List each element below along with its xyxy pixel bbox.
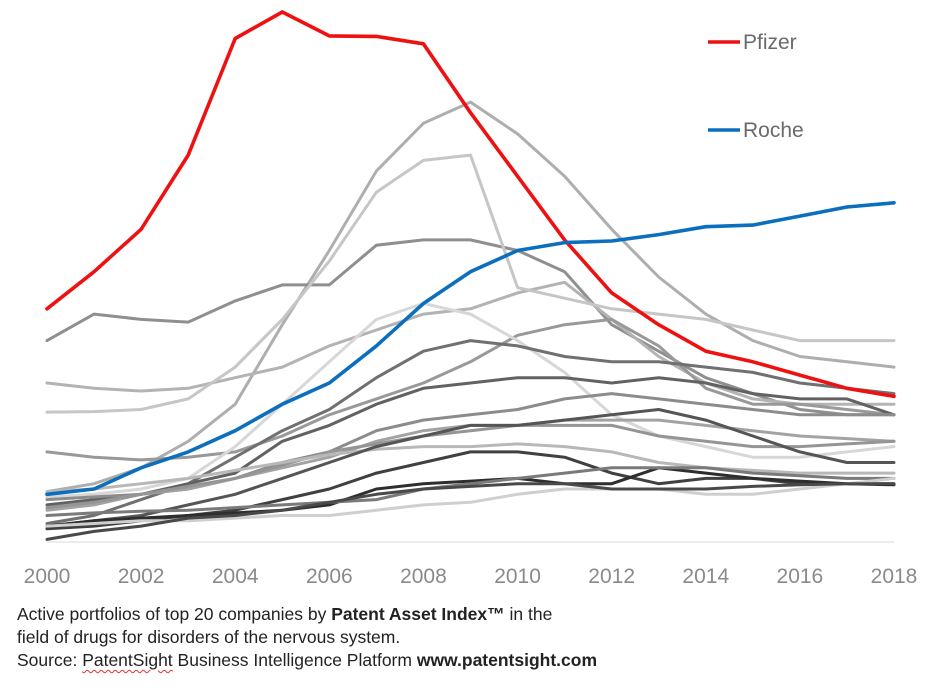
chart-caption: Active portfolios of top 20 companies by… [17, 603, 597, 672]
caption-line-1: Active portfolios of top 20 companies by… [17, 603, 597, 626]
caption-line-3: Source: PatentSight Business Intelligenc… [17, 649, 597, 672]
legend: Pfizer Roche [708, 31, 804, 142]
caption-line1-bold: Patent Asset Index™ [331, 604, 505, 624]
series-line-company-19 [45, 476, 896, 528]
caption-brand: PatentSight [82, 650, 173, 670]
series-line-company-17 [45, 466, 896, 528]
caption-source-label: Source: [17, 650, 83, 670]
series-line-company-12 [45, 418, 896, 512]
x-tick-label: 2014 [682, 565, 729, 588]
caption-line1-prefix: Active portfolios of top 20 companies by [17, 604, 332, 624]
series-line-company-7 [45, 317, 896, 462]
legend-label-roche: Roche [743, 119, 804, 142]
x-tick-label: 2000 [24, 565, 71, 588]
series-line-company-10 [45, 376, 896, 507]
x-tick-label: 2018 [871, 565, 918, 588]
x-tick-labels: 2000 2002 2004 2006 2008 2010 2012 2014 2016 2018 [24, 565, 918, 588]
series-line-company-13 [45, 423, 896, 510]
x-tick-label: 2002 [118, 565, 165, 588]
series-line-roche [45, 201, 896, 497]
x-tick-label: 2006 [306, 565, 353, 588]
x-tick-label: 2016 [777, 565, 824, 588]
legend-label-pfizer: Pfizer [743, 31, 797, 54]
series-layer [45, 10, 896, 541]
x-tick-label: 2010 [494, 565, 541, 588]
series-line-company-14 [45, 442, 896, 494]
series-line-company-6 [45, 153, 896, 414]
caption-platform: Business Intelligence Platform [172, 650, 417, 670]
x-tick-label: 2004 [212, 565, 259, 588]
caption-line1-suffix: in the [504, 604, 553, 624]
caption-url: www.patentsight.com [416, 650, 598, 670]
x-tick-label: 2008 [400, 565, 447, 588]
series-line-company-15 [45, 408, 896, 528]
caption-line-2: field of drugs for disorders of the nerv… [17, 627, 401, 647]
line-chart: 2000 2002 2004 2006 2008 2010 2012 2014 2016 2018… [24, 10, 918, 588]
series-line-company-3 [45, 100, 896, 494]
series-line-company-20 [45, 482, 896, 541]
series-line-pfizer [45, 10, 896, 399]
x-tick-label: 2012 [588, 565, 635, 588]
series-line-company-18 [45, 466, 896, 517]
series-line-company-5 [45, 280, 896, 406]
